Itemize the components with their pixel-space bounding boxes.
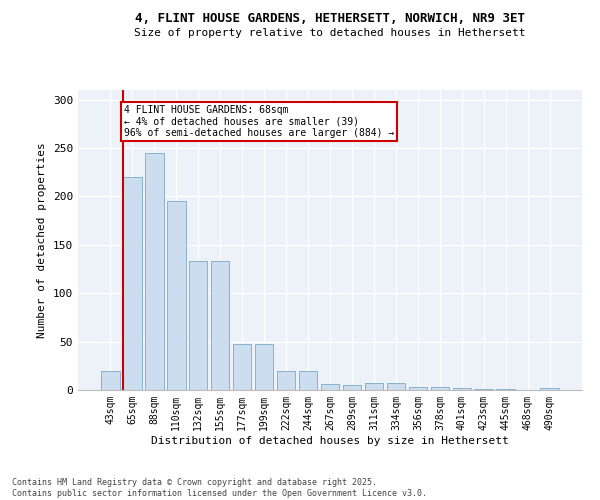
Bar [409, 387, 427, 390]
Bar [365, 383, 383, 390]
Y-axis label: Number of detached properties: Number of detached properties [37, 142, 47, 338]
Bar [189, 262, 208, 390]
Text: 4, FLINT HOUSE GARDENS, HETHERSETT, NORWICH, NR9 3ET: 4, FLINT HOUSE GARDENS, HETHERSETT, NORW… [135, 12, 525, 26]
Bar [386, 383, 405, 390]
Text: 4 FLINT HOUSE GARDENS: 68sqm
← 4% of detached houses are smaller (39)
96% of sem: 4 FLINT HOUSE GARDENS: 68sqm ← 4% of det… [124, 104, 394, 138]
Bar [452, 388, 471, 390]
Bar [343, 385, 361, 390]
Bar [320, 384, 340, 390]
Bar [145, 153, 164, 390]
Bar [101, 370, 119, 390]
X-axis label: Distribution of detached houses by size in Hethersett: Distribution of detached houses by size … [151, 436, 509, 446]
Bar [277, 370, 295, 390]
Bar [255, 344, 274, 390]
Bar [541, 388, 559, 390]
Bar [167, 202, 185, 390]
Bar [123, 177, 142, 390]
Bar [475, 389, 493, 390]
Bar [211, 262, 229, 390]
Bar [431, 387, 449, 390]
Text: Size of property relative to detached houses in Hethersett: Size of property relative to detached ho… [134, 28, 526, 38]
Bar [233, 344, 251, 390]
Text: Contains HM Land Registry data © Crown copyright and database right 2025.
Contai: Contains HM Land Registry data © Crown c… [12, 478, 427, 498]
Bar [299, 370, 317, 390]
Bar [496, 389, 515, 390]
